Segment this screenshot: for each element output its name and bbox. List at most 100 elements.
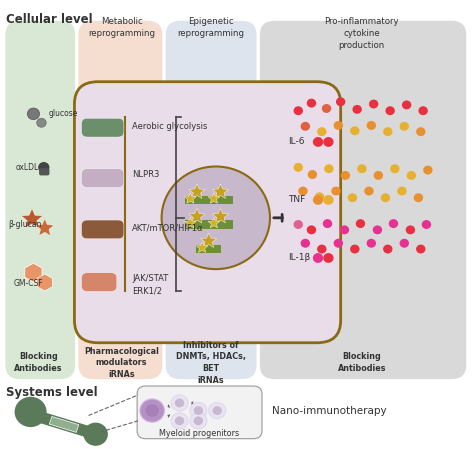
Text: oxLDL: oxLDL [16, 163, 39, 172]
Polygon shape [208, 193, 220, 203]
Circle shape [341, 171, 350, 180]
Circle shape [397, 187, 407, 195]
Circle shape [383, 127, 392, 136]
Circle shape [140, 399, 164, 422]
Polygon shape [189, 208, 205, 223]
Circle shape [348, 193, 357, 202]
Circle shape [407, 171, 416, 180]
Polygon shape [189, 184, 205, 198]
Circle shape [212, 406, 222, 415]
Text: Pro-inflammatory
cytokine
production: Pro-inflammatory cytokine production [325, 17, 399, 49]
Polygon shape [28, 409, 97, 440]
Circle shape [313, 137, 323, 147]
Circle shape [323, 137, 334, 147]
Text: TNF: TNF [288, 195, 305, 204]
Polygon shape [212, 208, 228, 223]
Circle shape [313, 195, 323, 205]
Circle shape [146, 404, 159, 417]
Polygon shape [208, 220, 233, 229]
Circle shape [334, 121, 343, 130]
Circle shape [162, 167, 270, 269]
FancyBboxPatch shape [39, 168, 49, 176]
Circle shape [293, 163, 303, 172]
FancyBboxPatch shape [6, 22, 74, 379]
Circle shape [366, 121, 376, 130]
Circle shape [423, 166, 433, 175]
Polygon shape [208, 217, 220, 228]
Circle shape [389, 219, 398, 228]
Text: IL-1β: IL-1β [288, 254, 310, 263]
Circle shape [307, 99, 316, 108]
Polygon shape [184, 217, 196, 228]
Circle shape [15, 397, 46, 427]
Circle shape [317, 245, 327, 254]
Circle shape [374, 171, 383, 180]
Circle shape [315, 192, 324, 201]
Text: Blocking
Antibodies: Blocking Antibodies [14, 352, 63, 373]
Circle shape [175, 399, 184, 407]
Text: AKT/mTOR/HIF1α: AKT/mTOR/HIF1α [132, 224, 204, 233]
FancyBboxPatch shape [166, 22, 256, 379]
Text: glucose: glucose [48, 110, 78, 119]
Circle shape [175, 416, 184, 425]
Circle shape [36, 118, 46, 127]
Circle shape [334, 239, 343, 248]
Text: Nano-immunotherapy: Nano-immunotherapy [273, 406, 387, 416]
FancyBboxPatch shape [82, 118, 124, 137]
Circle shape [336, 97, 346, 106]
Circle shape [194, 416, 203, 425]
Text: ERK1/2: ERK1/2 [132, 286, 163, 295]
Circle shape [171, 395, 188, 411]
Polygon shape [201, 233, 217, 247]
Circle shape [402, 101, 411, 110]
Polygon shape [21, 208, 43, 228]
Polygon shape [185, 196, 209, 204]
Circle shape [190, 413, 207, 429]
Polygon shape [36, 219, 54, 236]
Text: Systems level: Systems level [6, 386, 98, 399]
Circle shape [400, 239, 409, 248]
Circle shape [366, 239, 376, 248]
Circle shape [381, 193, 390, 202]
Circle shape [416, 245, 426, 254]
Text: Metabolic
reprogramming: Metabolic reprogramming [88, 17, 155, 38]
Circle shape [416, 127, 426, 136]
Circle shape [324, 164, 334, 173]
Polygon shape [49, 417, 79, 432]
Polygon shape [197, 245, 221, 253]
Circle shape [390, 164, 400, 173]
Circle shape [83, 423, 108, 446]
Circle shape [373, 225, 382, 234]
Circle shape [414, 193, 423, 202]
Circle shape [364, 187, 374, 195]
Polygon shape [25, 263, 42, 282]
Text: JAK/STAT: JAK/STAT [132, 273, 169, 282]
Text: Pharmacological
modulators
iRNAs: Pharmacological modulators iRNAs [84, 347, 159, 379]
Circle shape [317, 127, 327, 136]
Polygon shape [184, 193, 196, 203]
Text: Cellular level: Cellular level [6, 13, 93, 26]
FancyBboxPatch shape [261, 22, 465, 379]
Circle shape [209, 403, 226, 418]
Circle shape [357, 164, 366, 173]
Circle shape [308, 170, 317, 179]
Text: GM-CSF: GM-CSF [13, 279, 43, 288]
Circle shape [350, 245, 359, 254]
Circle shape [307, 225, 316, 234]
Circle shape [190, 403, 207, 418]
Circle shape [406, 225, 415, 234]
Circle shape [356, 219, 365, 228]
Circle shape [293, 220, 303, 229]
Polygon shape [185, 220, 209, 229]
Circle shape [323, 253, 334, 263]
FancyBboxPatch shape [82, 169, 124, 188]
Text: Aerobic glycolysis: Aerobic glycolysis [132, 122, 208, 131]
Polygon shape [37, 274, 53, 291]
FancyBboxPatch shape [79, 22, 162, 379]
Text: Myeloid progenitors: Myeloid progenitors [159, 429, 239, 438]
Circle shape [38, 162, 49, 173]
Circle shape [322, 104, 331, 113]
FancyBboxPatch shape [74, 82, 341, 343]
Circle shape [400, 122, 409, 131]
Circle shape [422, 220, 431, 229]
